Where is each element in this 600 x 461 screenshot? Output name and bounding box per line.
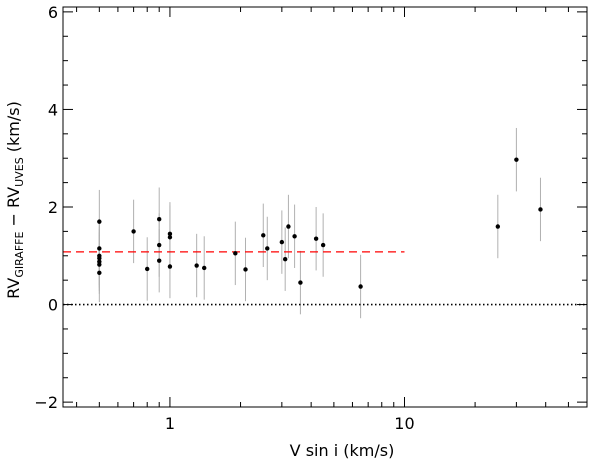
x-axis-title: V sin i (km/s) [290, 441, 395, 460]
data-point [167, 235, 173, 240]
data-point [243, 267, 248, 272]
data-point [279, 239, 285, 245]
data-point [320, 242, 326, 248]
data-point [131, 229, 136, 234]
data-points [97, 157, 543, 289]
y-tick-label: 4 [48, 100, 58, 119]
y-axis-title-sep: − RV [4, 187, 23, 232]
plot-frame [62, 6, 588, 408]
data-point [145, 266, 150, 272]
data-point [97, 270, 102, 276]
data-point [286, 224, 291, 229]
y-axis-title: RVGIRAFFE − RVUVES (km/s) [4, 101, 26, 299]
x-tick-label: 1 [165, 414, 175, 433]
data-point [358, 284, 363, 289]
data-point [97, 262, 102, 267]
data-point [157, 216, 162, 222]
data-point [97, 246, 102, 251]
x-tick-label: 10 [394, 414, 414, 433]
data-point [97, 256, 102, 261]
y-tick-label: −2 [34, 393, 58, 412]
data-point [292, 234, 297, 239]
y-axis-title-sub2: UVES [13, 157, 26, 187]
y-axis-title-unit: (km/s) [4, 101, 23, 157]
y-tick-labels: −2 0 2 4 6 [34, 3, 58, 412]
data-point [194, 263, 199, 268]
major-ticks [63, 7, 587, 407]
data-point [233, 251, 238, 256]
data-point [495, 224, 501, 229]
y-tick-label: 6 [48, 3, 58, 22]
data-point [298, 280, 303, 285]
error-bars [98, 127, 541, 319]
y-axis-title-main: RV [4, 278, 23, 299]
data-point [313, 236, 319, 241]
data-point [157, 242, 162, 248]
data-point [265, 246, 270, 251]
data-point [261, 233, 266, 238]
data-point [538, 207, 543, 212]
y-axis-title-sub1: GIRAFFE [13, 232, 26, 278]
data-point [202, 265, 207, 271]
data-point [97, 219, 102, 224]
x-tick-labels: 1 10 [165, 414, 415, 433]
minor-ticks [63, 7, 587, 407]
data-point [167, 264, 173, 269]
y-tick-label: 0 [48, 296, 58, 315]
data-point [167, 231, 173, 237]
data-point [157, 258, 162, 263]
data-point [282, 256, 288, 262]
data-point [514, 157, 519, 162]
y-tick-label: 2 [48, 198, 58, 217]
